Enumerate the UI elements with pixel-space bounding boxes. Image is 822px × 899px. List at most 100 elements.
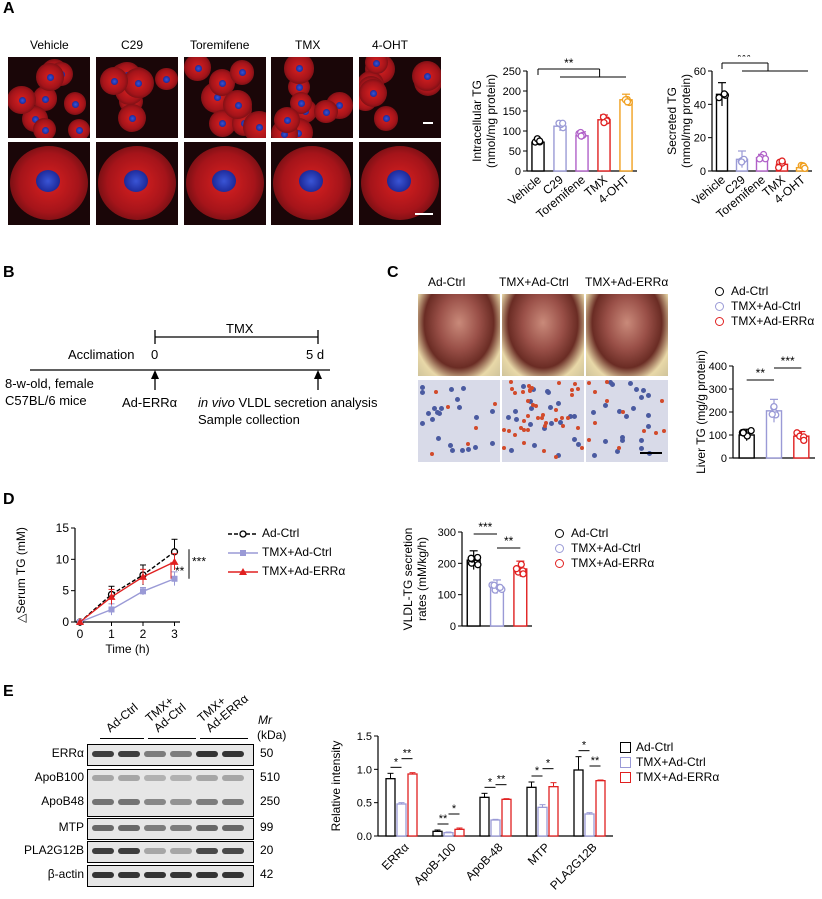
data-point bbox=[761, 155, 770, 163]
nucleus bbox=[18, 97, 26, 105]
bar-tmx-ad-ctrl bbox=[396, 803, 407, 837]
data-point bbox=[778, 157, 786, 165]
y-axis-subtitle: (nmol/mg protein) bbox=[484, 74, 498, 168]
nucleus-dot bbox=[638, 395, 644, 401]
y-tick-label: 1.5 bbox=[357, 731, 372, 743]
blot-label: β-actin bbox=[47, 867, 84, 881]
data-point bbox=[600, 118, 608, 127]
legend-item: TMX+Ad-Ctrl bbox=[620, 755, 820, 770]
micrograph-tile bbox=[271, 57, 353, 138]
oil-red-o-stain bbox=[586, 380, 668, 462]
lane-group-label: Ad-Ctrl bbox=[103, 700, 141, 735]
nucleus bbox=[36, 170, 60, 192]
nucleus-dot bbox=[490, 409, 496, 415]
nucleus-dot bbox=[434, 409, 440, 415]
nucleus-dot bbox=[646, 392, 652, 398]
y-tick-label: 40 bbox=[694, 99, 706, 111]
nucleus-dot bbox=[425, 410, 431, 416]
legend-label: TMX+Ad-Ctrl bbox=[636, 755, 706, 769]
bar-c29 bbox=[553, 125, 567, 172]
significance-stars: * bbox=[394, 756, 399, 768]
legend-item: TMX+Ad-ERRα bbox=[555, 556, 695, 571]
lipid-droplet bbox=[542, 449, 547, 454]
lipid-droplet bbox=[605, 398, 610, 403]
nucleus bbox=[234, 101, 242, 109]
lipid-droplet bbox=[565, 415, 570, 420]
y-tick-label: 0 bbox=[700, 166, 706, 178]
lipid-droplet bbox=[527, 387, 532, 392]
data-point bbox=[747, 426, 755, 435]
protein-band bbox=[196, 848, 218, 854]
scale-bar bbox=[423, 122, 433, 124]
protein-band bbox=[222, 848, 244, 854]
legend-label: Ad-Ctrl bbox=[636, 740, 674, 754]
y-tick-label: 10 bbox=[56, 552, 70, 566]
micrograph-tile bbox=[8, 142, 90, 225]
protein-band bbox=[144, 799, 166, 805]
protein-band bbox=[118, 799, 140, 805]
data-point bbox=[76, 618, 84, 625]
lipid-droplet bbox=[586, 381, 591, 386]
bar-tmx-ad-ctrl bbox=[537, 806, 548, 837]
vldl-analysis-label: in vivo VLDL secretion analysis bbox=[198, 395, 378, 410]
lipid-droplet bbox=[604, 380, 609, 385]
blot-kda: 42 bbox=[260, 867, 274, 881]
protein-band bbox=[118, 775, 140, 781]
bar-ad-ctrl bbox=[479, 796, 490, 837]
bar-tmx-ad-ctrl bbox=[490, 819, 501, 837]
protein-band bbox=[92, 751, 114, 757]
nucleus-dot bbox=[508, 447, 514, 453]
lipid-droplet bbox=[509, 380, 514, 384]
nucleus-dot bbox=[420, 420, 426, 426]
y-tick-label: 60 bbox=[694, 66, 706, 78]
mice-line-2: C57BL/6 mice bbox=[5, 393, 87, 408]
oil-red-o-stain bbox=[502, 380, 584, 462]
nucleus-dot bbox=[474, 414, 480, 420]
tmx-label: TMX bbox=[226, 321, 254, 336]
nucleus-dot bbox=[430, 416, 436, 422]
significance-stars: ** bbox=[591, 755, 600, 767]
y-tick-label: 100 bbox=[709, 430, 727, 442]
y-axis-title: VLDL-TG secretion bbox=[401, 528, 415, 631]
panel-label-d: D bbox=[3, 491, 15, 508]
x-axis-title: Time (h) bbox=[105, 642, 149, 656]
data-point bbox=[800, 436, 808, 445]
y-tick-label: 100 bbox=[503, 126, 521, 138]
lipid-droplet bbox=[573, 381, 578, 386]
significance-stars: ** bbox=[403, 748, 412, 760]
scale-bar bbox=[415, 213, 433, 215]
micrograph-tile bbox=[184, 142, 266, 225]
bar-tmx-ad-err bbox=[513, 568, 528, 627]
protein-band bbox=[170, 799, 192, 805]
protein-band bbox=[144, 825, 166, 831]
significance-stars: ** bbox=[504, 534, 514, 548]
nucleus-dot bbox=[545, 389, 551, 395]
protein-band bbox=[144, 775, 166, 781]
protein-band bbox=[92, 848, 114, 854]
nucleus-dot bbox=[448, 443, 454, 449]
legend-label: TMX+Ad-Ctrl bbox=[262, 545, 332, 559]
legend-label: Ad-Ctrl bbox=[731, 284, 769, 298]
data-point bbox=[474, 561, 482, 569]
legend-item: Ad-Ctrl bbox=[715, 284, 822, 299]
legend-item: TMX+Ad-ERRα bbox=[620, 770, 820, 785]
protein-band bbox=[170, 751, 192, 757]
nucleus bbox=[41, 126, 49, 134]
legend-symbol bbox=[239, 530, 247, 538]
bar-tmx-ad-err bbox=[454, 828, 465, 837]
bar-ad-ctrl bbox=[385, 778, 396, 837]
lipid-droplet bbox=[642, 429, 647, 434]
legend-marker bbox=[715, 287, 724, 296]
y-axis-title: Secreted TG bbox=[665, 87, 679, 155]
blot-kda: 510 bbox=[260, 770, 281, 784]
nucleus-dot bbox=[527, 422, 533, 428]
legend-marker bbox=[715, 317, 724, 326]
lipid-droplet bbox=[521, 389, 526, 394]
nucleus bbox=[323, 108, 331, 116]
significance-stars: * bbox=[546, 758, 551, 770]
data-point bbox=[536, 137, 544, 145]
legend-symbol bbox=[239, 568, 247, 575]
bar-toremifene bbox=[575, 135, 589, 172]
nucleus-dot bbox=[610, 382, 616, 388]
lipid-droplet bbox=[502, 428, 507, 433]
